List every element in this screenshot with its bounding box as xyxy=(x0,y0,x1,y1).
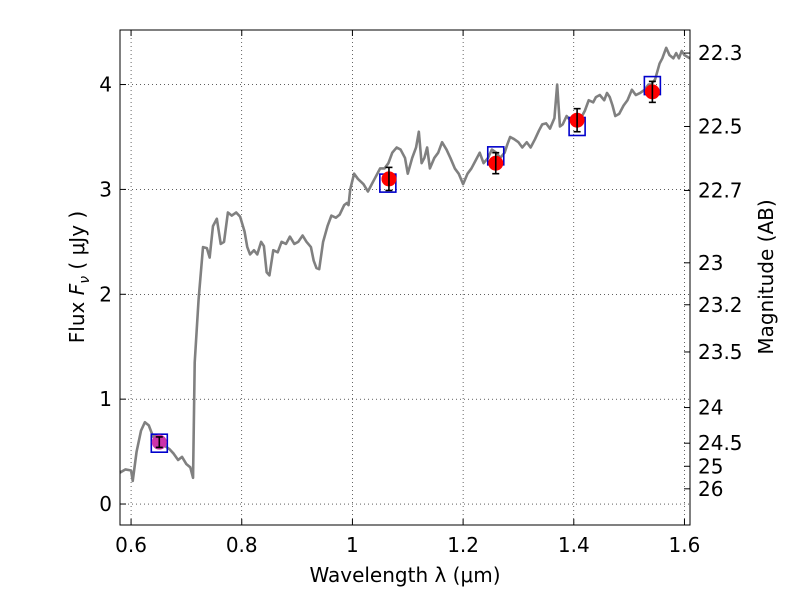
y2-axis-label: Magnitude (AB) xyxy=(754,199,778,354)
tick-marks xyxy=(120,30,690,525)
y-axis-label-subscript: ν xyxy=(77,276,93,284)
y-axis-label: Flux Fν ( μJy ) xyxy=(65,211,93,343)
y-tick-label: 4 xyxy=(99,73,112,97)
tick-labels: 0.6 0.8 1 1.2 1.4 1.60123422.322.522.72323.22… xyxy=(99,41,742,557)
mag-tick-label: 26 xyxy=(698,477,723,501)
mag-tick-label: 22.7 xyxy=(698,178,743,202)
mag-tick-label: 23 xyxy=(698,251,723,275)
model-boxes-layer xyxy=(150,75,662,453)
mag-tick-label: 25 xyxy=(698,454,723,478)
y-tick-label: 1 xyxy=(99,387,112,411)
y-tick-label: 2 xyxy=(99,282,112,306)
x-tick-label: 0.8 xyxy=(226,533,258,557)
model-photometry-box xyxy=(150,433,169,453)
y-tick-label: 3 xyxy=(99,177,112,201)
mag-tick-label: 22.3 xyxy=(698,41,743,65)
y-axis-label-symbol: F xyxy=(65,283,89,295)
grid-lines xyxy=(120,30,690,525)
mag-tick-label: 24 xyxy=(698,396,723,420)
plot-frame xyxy=(119,29,691,526)
x-tick-label: 1.6 xyxy=(669,533,701,557)
mag-tick-label: 23.2 xyxy=(698,293,743,317)
sed-series-layer xyxy=(119,46,691,483)
x-tick-label: 1.4 xyxy=(558,533,590,557)
mag-tick-label: 22.5 xyxy=(698,114,743,138)
sed-model-line xyxy=(119,46,691,483)
y-axis-label-suffix: ( μJy ) xyxy=(65,211,89,276)
x-axis-label: Wavelength λ (μm) xyxy=(309,563,500,587)
x-tick-label: 0.6 xyxy=(115,533,147,557)
x-tick-label: 1 xyxy=(346,533,359,557)
mag-tick-label: 23.5 xyxy=(698,340,743,364)
x-tick-label: 1.2 xyxy=(447,533,479,557)
observations-layer xyxy=(151,80,660,450)
y-axis-label-prefix: Flux xyxy=(65,295,89,343)
y-tick-label: 0 xyxy=(99,492,112,516)
mag-tick-label: 24.5 xyxy=(698,431,743,455)
